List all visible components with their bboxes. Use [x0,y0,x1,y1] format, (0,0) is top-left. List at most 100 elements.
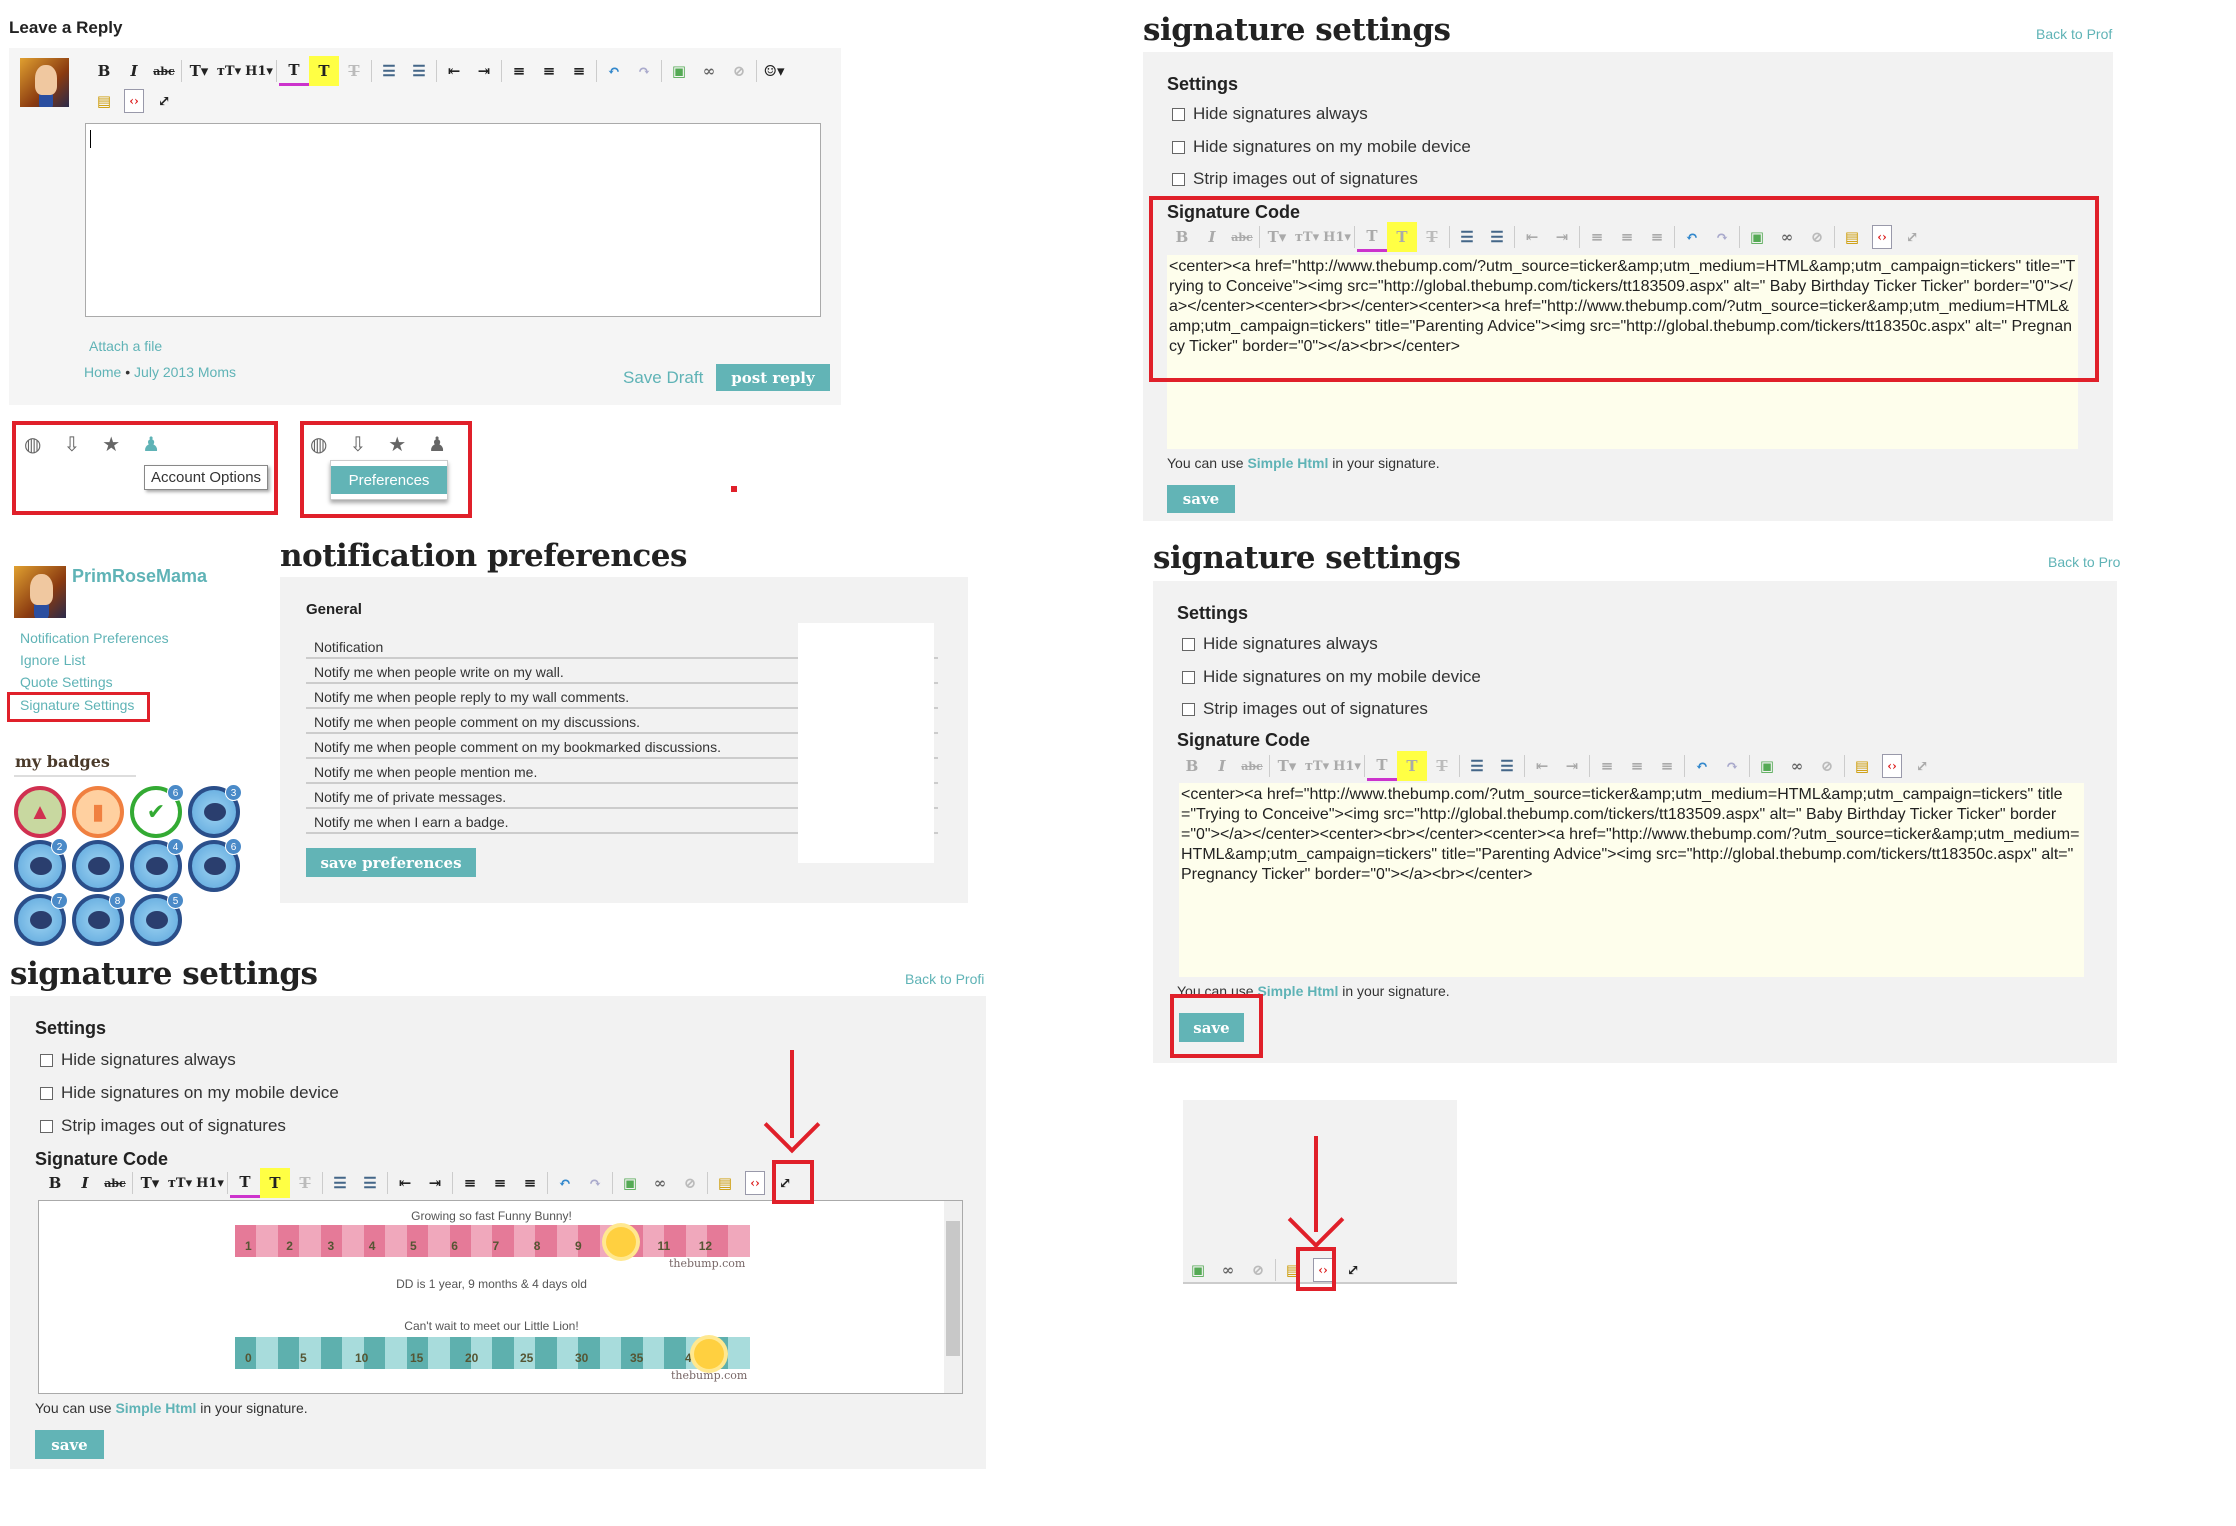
comment-badge[interactable]: 3 [188,784,242,838]
back-to-profile-link[interactable]: Back to Prof [2036,26,2113,42]
unlink-icon[interactable]: ⊘ [683,1174,697,1192]
fullscreen-icon[interactable]: ⤢ [1905,228,1919,246]
outdent-icon[interactable]: ⇤ [398,1174,412,1192]
clear-format-icon[interactable]: T [299,1174,311,1192]
redo-icon[interactable]: ↷ [1715,228,1729,246]
align-left-icon[interactable]: ≡ [1590,228,1604,246]
indent-icon[interactable]: ⇥ [477,62,491,80]
post-reply-button[interactable]: post reply [716,364,830,391]
star-icon[interactable]: ★ [388,434,407,456]
align-right-icon[interactable]: ≡ [572,62,586,80]
sidebar-link-notification-preferences[interactable]: Notification Preferences [20,630,169,646]
insert-link-icon[interactable]: ∞ [653,1174,667,1192]
redo-icon[interactable]: ↷ [637,62,651,80]
italic-icon[interactable]: I [1208,228,1216,246]
numbered-list-icon[interactable]: ☰ [363,1174,377,1192]
hide-signatures-mobile-checkbox[interactable]: Hide signatures on my mobile device [1182,667,1481,687]
insert-image-icon[interactable]: ▣ [622,1174,638,1192]
font-size-icon[interactable]: тT▾ [1304,758,1330,774]
font-family-icon[interactable]: T▾ [189,62,209,80]
outdent-icon[interactable]: ⇤ [1525,228,1539,246]
undo-icon[interactable]: ↶ [558,1174,572,1192]
highlight-icon[interactable]: T [260,1168,290,1198]
indent-icon[interactable]: ⇥ [1565,757,1579,775]
insert-link-icon[interactable]: ∞ [1790,757,1804,775]
clear-format-icon[interactable]: T [348,62,360,80]
redo-icon[interactable]: ↷ [1725,757,1739,775]
paste-text-icon[interactable]: ▤ [1844,228,1860,246]
sidebar-link-ignore-list[interactable]: Ignore List [20,652,86,668]
font-size-icon[interactable]: тT▾ [216,63,242,79]
globe-icon[interactable]: ◍ [310,434,328,456]
fullscreen-icon[interactable]: ⤢ [1915,757,1929,775]
align-center-icon[interactable]: ≡ [542,62,556,80]
text-color-icon[interactable]: T [1357,222,1387,252]
source-code-icon[interactable]: ‹› [1872,225,1892,249]
back-to-profile-link[interactable]: Back to Profi [905,971,985,987]
insert-image-icon[interactable]: ▣ [1759,757,1775,775]
inbox-icon[interactable]: ⇩ [63,434,81,456]
fullscreen-icon[interactable]: ⤢ [778,1174,792,1192]
simple-html-link[interactable]: Simple Html [1247,455,1329,471]
birthday-cake-badge[interactable]: ▲ [14,786,66,838]
bullet-list-icon[interactable]: ☰ [333,1174,347,1192]
fullscreen-icon[interactable]: ⤢ [157,92,171,110]
save-button[interactable]: save [35,1430,104,1459]
numbered-list-icon[interactable]: ☰ [412,62,426,80]
align-right-icon[interactable]: ≡ [1650,228,1664,246]
redo-icon[interactable]: ↷ [588,1174,602,1192]
save-button[interactable]: save [1179,1013,1244,1042]
font-family-icon[interactable]: T▾ [140,1174,160,1192]
insert-image-icon[interactable]: ▣ [1749,228,1765,246]
comment-badge[interactable]: 5 [130,892,184,946]
hide-signatures-always-checkbox[interactable]: Hide signatures always [40,1050,236,1070]
source-code-icon[interactable]: ‹› [1882,754,1902,778]
strikethrough-icon[interactable]: abc [153,64,175,78]
paste-text-icon[interactable]: ▤ [1854,757,1870,775]
text-color-icon[interactable]: T [230,1168,260,1198]
bullet-list-icon[interactable]: ☰ [1470,757,1484,775]
insert-link-icon[interactable]: ∞ [702,62,716,80]
source-code-icon[interactable]: ‹› [124,89,144,113]
checkmark-badge[interactable]: ✔ 6 [130,784,184,838]
editor-scrollbar[interactable] [944,1201,962,1393]
sidebar-link-signature-settings[interactable]: Signature Settings [20,697,135,713]
reply-textarea[interactable] [85,123,821,317]
insert-image-icon[interactable]: ▣ [1190,1261,1206,1279]
fullscreen-icon[interactable]: ⤢ [1346,1261,1360,1279]
strip-images-checkbox[interactable]: Strip images out of signatures [40,1116,286,1136]
user-icon[interactable]: ♟ [142,434,161,456]
highlight-icon[interactable]: T [309,56,339,86]
breadcrumb-home[interactable]: Home [84,364,122,380]
emoji-icon[interactable]: ☺▾ [763,62,785,80]
strikethrough-icon[interactable]: abc [1231,230,1253,244]
highlight-icon[interactable]: T [1387,222,1417,252]
align-right-icon[interactable]: ≡ [523,1174,537,1192]
align-left-icon[interactable]: ≡ [512,62,526,80]
align-center-icon[interactable]: ≡ [1620,228,1634,246]
italic-icon[interactable]: I [1218,757,1226,775]
hide-signatures-always-checkbox[interactable]: Hide signatures always [1182,634,1378,654]
undo-icon[interactable]: ↶ [1695,757,1709,775]
back-to-profile-link[interactable]: Back to Pro [2048,554,2121,570]
save-button[interactable]: save [1167,485,1235,513]
insert-link-icon[interactable]: ∞ [1780,228,1794,246]
comment-badge[interactable]: 4 [130,838,184,892]
comment-badge[interactable] [72,840,124,892]
source-code-icon[interactable]: ‹› [745,1171,765,1195]
bullet-list-icon[interactable]: ☰ [1460,228,1474,246]
signature-code-textarea[interactable]: <center><a href="http://www.thebump.com/… [1167,255,2078,449]
indent-icon[interactable]: ⇥ [428,1174,442,1192]
strikethrough-icon[interactable]: abc [104,1176,126,1190]
paste-text-icon[interactable]: ▤ [96,92,112,110]
bold-icon[interactable]: B [97,62,111,80]
bold-icon[interactable]: B [1175,228,1189,246]
unlink-icon[interactable]: ⊘ [1820,757,1834,775]
bold-icon[interactable]: B [1185,757,1199,775]
undo-icon[interactable]: ↶ [607,62,621,80]
hide-signatures-mobile-checkbox[interactable]: Hide signatures on my mobile device [40,1083,339,1103]
inbox-icon[interactable]: ⇩ [349,434,367,456]
unlink-icon[interactable]: ⊘ [732,62,746,80]
heading-icon[interactable]: H1▾ [1323,229,1351,245]
bullet-list-icon[interactable]: ☰ [382,62,396,80]
